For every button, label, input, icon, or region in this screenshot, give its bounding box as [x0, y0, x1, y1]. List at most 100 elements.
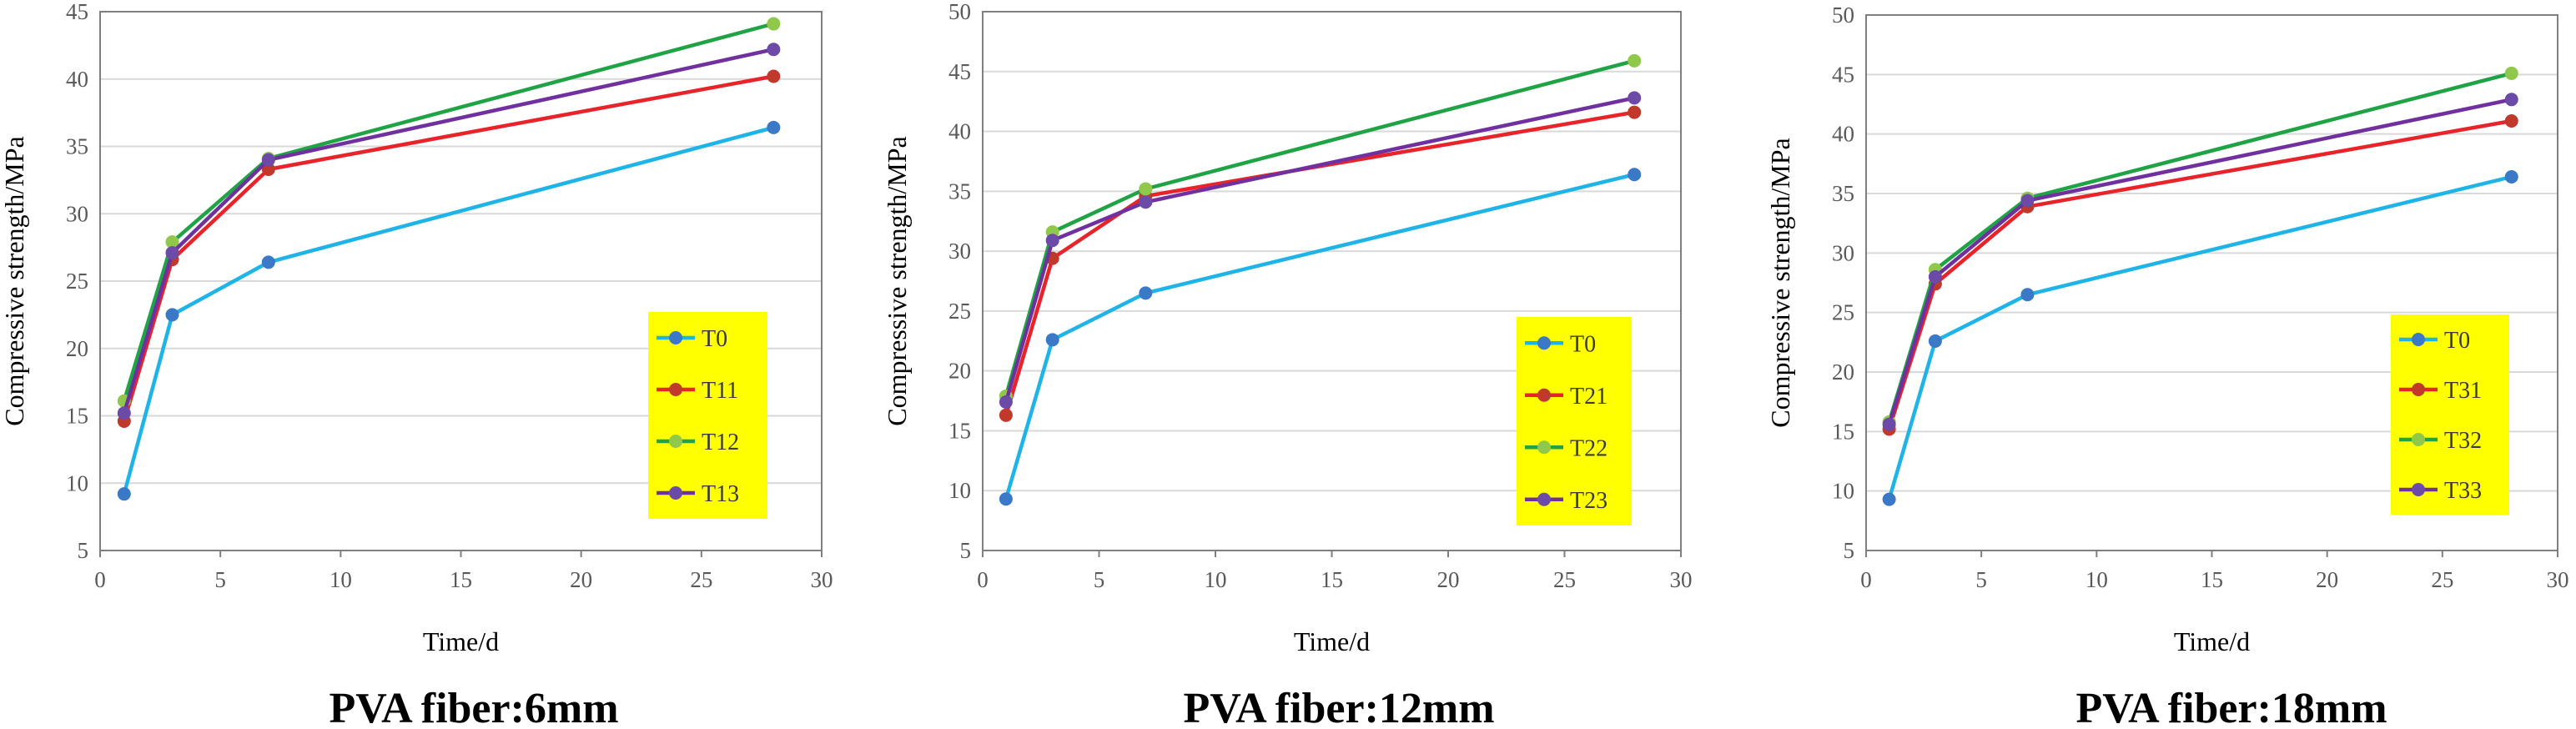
x-tick-label: 10	[2085, 567, 2108, 592]
series-line	[122, 48, 774, 414]
y-tick-label: 5	[960, 538, 972, 563]
series-T13	[117, 43, 781, 420]
series-line	[1887, 174, 2513, 500]
data-point	[2504, 170, 2518, 184]
x-tick-label: 15	[1321, 567, 1343, 592]
data-point	[1628, 105, 1642, 119]
data-point	[767, 17, 781, 31]
chart-caption: PVA fiber:6mm	[329, 685, 618, 729]
series-T0	[1882, 170, 2518, 506]
legend-item-T0: T0	[1525, 331, 1596, 357]
chart-caption: PVA fiber:18mm	[2075, 685, 2387, 729]
data-point	[2504, 66, 2518, 80]
data-point	[261, 153, 275, 167]
legend: T0 T21 T22 T23	[1517, 317, 1632, 525]
data-point	[2504, 113, 2518, 128]
series-T23	[999, 91, 1642, 409]
legend-background	[2391, 314, 2509, 515]
data-point	[1882, 492, 1896, 506]
data-point	[1928, 269, 1942, 284]
x-tick-label: 0	[94, 567, 106, 592]
legend-swatch-marker	[2412, 483, 2425, 496]
data-point	[999, 408, 1013, 422]
y-tick-label: 25	[1832, 300, 1854, 325]
legend-swatch-marker	[1537, 440, 1551, 455]
data-point	[261, 162, 275, 176]
y-tick-label: 30	[66, 201, 88, 226]
legend-item-T12: T12	[657, 430, 739, 455]
x-tick-label: 25	[1553, 567, 1576, 592]
y-tick-label: 5	[1844, 538, 1855, 563]
y-tick-label: 40	[66, 67, 88, 92]
y-tick-label: 30	[948, 239, 971, 264]
legend-swatch-marker	[2412, 433, 2425, 446]
y-tick-label: 15	[66, 404, 88, 429]
series-line	[122, 125, 774, 495]
data-point	[1139, 286, 1153, 300]
x-tick-label: 30	[811, 567, 833, 592]
legend-swatch-marker	[2412, 333, 2425, 346]
chart-caption: PVA fiber:12mm	[1183, 685, 1494, 729]
y-tick-label: 50	[1832, 3, 1854, 28]
legend-label: T0	[702, 326, 727, 352]
legend: T0 T11 T12 T13	[648, 312, 767, 519]
data-point	[999, 395, 1013, 409]
legend-label: T11	[702, 378, 738, 404]
series-line	[1004, 110, 1635, 416]
data-point	[2020, 194, 2035, 208]
y-tick-label: 30	[1832, 240, 1854, 265]
data-point	[1139, 195, 1153, 209]
x-tick-label: 20	[1437, 567, 1460, 592]
legend-swatch-marker	[2412, 383, 2425, 396]
legend-swatch-marker	[669, 435, 682, 448]
y-tick-label: 50	[948, 0, 971, 24]
y-tick-label: 40	[948, 119, 971, 144]
series-line	[1887, 98, 2513, 425]
y-tick-label: 45	[1832, 62, 1854, 87]
y-tick-label: 20	[1832, 359, 1854, 385]
y-tick-label: 35	[948, 178, 971, 204]
data-point	[261, 255, 275, 269]
legend-swatch-marker	[1537, 388, 1551, 402]
legend-label: T13	[702, 481, 739, 507]
y-axis-title: Compressive strength/MPa	[882, 136, 912, 426]
y-tick-label: 40	[1832, 122, 1854, 147]
x-tick-label: 0	[1860, 567, 1872, 592]
legend-label: T12	[702, 430, 739, 455]
x-tick-label: 5	[214, 567, 226, 592]
legend-item-T21: T21	[1525, 384, 1607, 410]
legend-item-T32: T32	[2399, 428, 2482, 454]
series-line	[1004, 58, 1635, 397]
data-point	[999, 492, 1013, 506]
legend-label: T31	[2444, 378, 2482, 404]
legend-label: T0	[2444, 328, 2470, 354]
series-line	[122, 74, 774, 422]
y-tick-label: 15	[948, 418, 971, 443]
x-tick-label: 20	[570, 567, 592, 592]
x-tick-label: 30	[2547, 567, 2569, 592]
legend-label: T33	[2444, 478, 2482, 504]
y-tick-label: 10	[948, 478, 971, 503]
data-point	[767, 43, 781, 57]
legend-swatch-marker	[1537, 336, 1551, 350]
x-axis-title: Time/d	[423, 626, 499, 656]
x-axis-title: Time/d	[2174, 626, 2250, 656]
data-point	[2020, 288, 2035, 302]
y-tick-label: 10	[66, 470, 88, 495]
y-tick-label: 5	[78, 538, 89, 563]
data-point	[767, 69, 781, 83]
legend-background	[648, 312, 767, 519]
y-axis-title: Compressive strength/MPa	[0, 136, 29, 426]
y-tick-label: 45	[66, 0, 88, 24]
legend-item-T0: T0	[657, 326, 727, 352]
series-T33	[1882, 93, 2518, 431]
data-point	[1139, 182, 1153, 196]
data-point	[767, 120, 781, 134]
legend-label: T32	[2444, 428, 2482, 454]
series-line	[122, 22, 774, 402]
series-line	[1004, 96, 1635, 403]
legend-label: T23	[1570, 488, 1607, 514]
